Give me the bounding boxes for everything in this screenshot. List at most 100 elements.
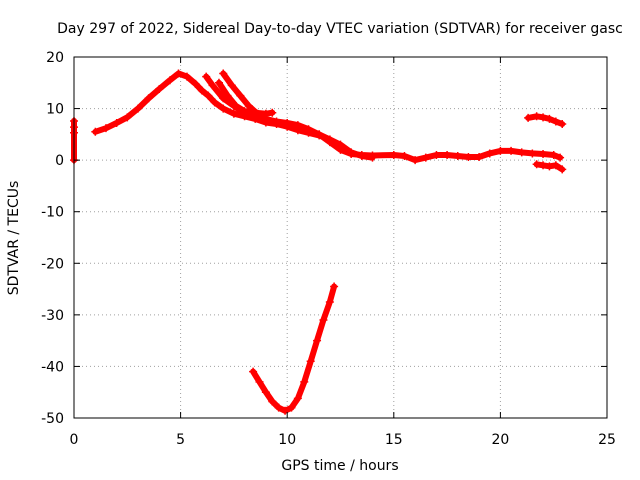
series-arc-negative [249,282,339,415]
data-point [281,406,290,415]
data-points [70,69,567,415]
data-point [101,124,110,133]
x-tick-label: 0 [70,432,79,448]
data-point [347,148,356,157]
data-point [306,357,315,366]
data-point [475,153,484,162]
data-point [532,112,541,121]
data-point [545,114,554,123]
data-point [485,149,494,158]
data-point [293,394,302,403]
data-point [123,113,132,122]
data-point [210,98,219,107]
data-point [539,149,548,158]
data-point [517,148,526,157]
data-point [304,128,313,137]
data-point [545,162,554,171]
data-point [219,69,228,78]
data-point [357,152,366,161]
data-point [208,81,217,90]
x-tick-label: 25 [598,432,616,448]
data-point [261,115,270,124]
data-point [319,316,328,325]
data-point [249,367,258,376]
data-point [244,101,253,110]
data-point [549,150,558,159]
data-point [133,104,142,113]
y-tick-label: -40 [41,359,64,375]
data-point [174,69,183,78]
data-point [532,160,541,169]
x-axis-label: GPS time / hours [281,458,398,474]
data-point [255,377,264,386]
y-tick-label: 10 [46,102,64,118]
data-point [556,153,565,162]
data-point [112,119,121,128]
data-point [223,91,232,100]
chart-title: Day 297 of 2022, Sidereal Day-to-day VTE… [57,21,623,37]
y-tick-label: 20 [46,50,64,66]
x-tick-label: 10 [278,432,296,448]
axis-ticks: 0 5 10 15 20 25 -50 -40 -30 -20 -10 0 10 20 [41,50,616,448]
data-point [315,131,324,140]
data-point [313,336,322,345]
y-tick-label: -30 [41,308,64,324]
data-point [551,161,560,170]
data-point [293,126,302,135]
data-point [268,108,277,117]
data-point [464,153,473,162]
data-point [300,377,309,386]
data-point [91,127,100,136]
data-point [191,79,200,88]
x-tick-label: 15 [385,432,403,448]
data-point [325,135,334,144]
series-arc-late-high [524,112,567,129]
y-axis-label: SDTVAR / TECUs [6,181,22,296]
x-tick-label: 20 [491,432,509,448]
data-point [227,81,236,90]
data-point [240,107,249,116]
data-point [507,146,516,155]
data-point [551,117,560,126]
data-point [283,122,292,131]
data-point [229,109,238,118]
data-point [268,397,277,406]
data-point [274,403,283,412]
data-point [558,120,567,129]
data-point [336,140,345,149]
data-point [443,150,452,159]
data-point [411,156,420,165]
data-point [330,282,339,291]
data-point [202,72,211,81]
y-tick-label: -10 [41,205,64,221]
data-point [214,78,223,87]
data-point [253,109,262,118]
data-point [165,76,174,85]
data-point [261,388,270,397]
y-tick-label: 0 [55,153,64,169]
data-point [144,94,153,103]
data-point [232,101,241,110]
data-point [453,152,462,161]
grid-lines [74,57,607,418]
y-tick-label: -50 [41,411,64,427]
data-point [368,153,377,162]
data-point [155,84,164,93]
data-point [524,113,533,122]
plot-border [73,56,608,419]
x-tick-label: 5 [176,432,185,448]
data-point [432,150,441,159]
data-point [496,146,505,155]
data-point [236,91,245,100]
data-point [528,149,537,158]
data-point [204,91,213,100]
series-arc-d [219,69,377,162]
series-trace [220,70,376,161]
series-arc-late-low [532,160,567,174]
data-point [325,297,334,306]
data-point [539,113,548,122]
series-trace [250,283,338,414]
data-point [219,104,228,113]
data-point [197,86,206,95]
